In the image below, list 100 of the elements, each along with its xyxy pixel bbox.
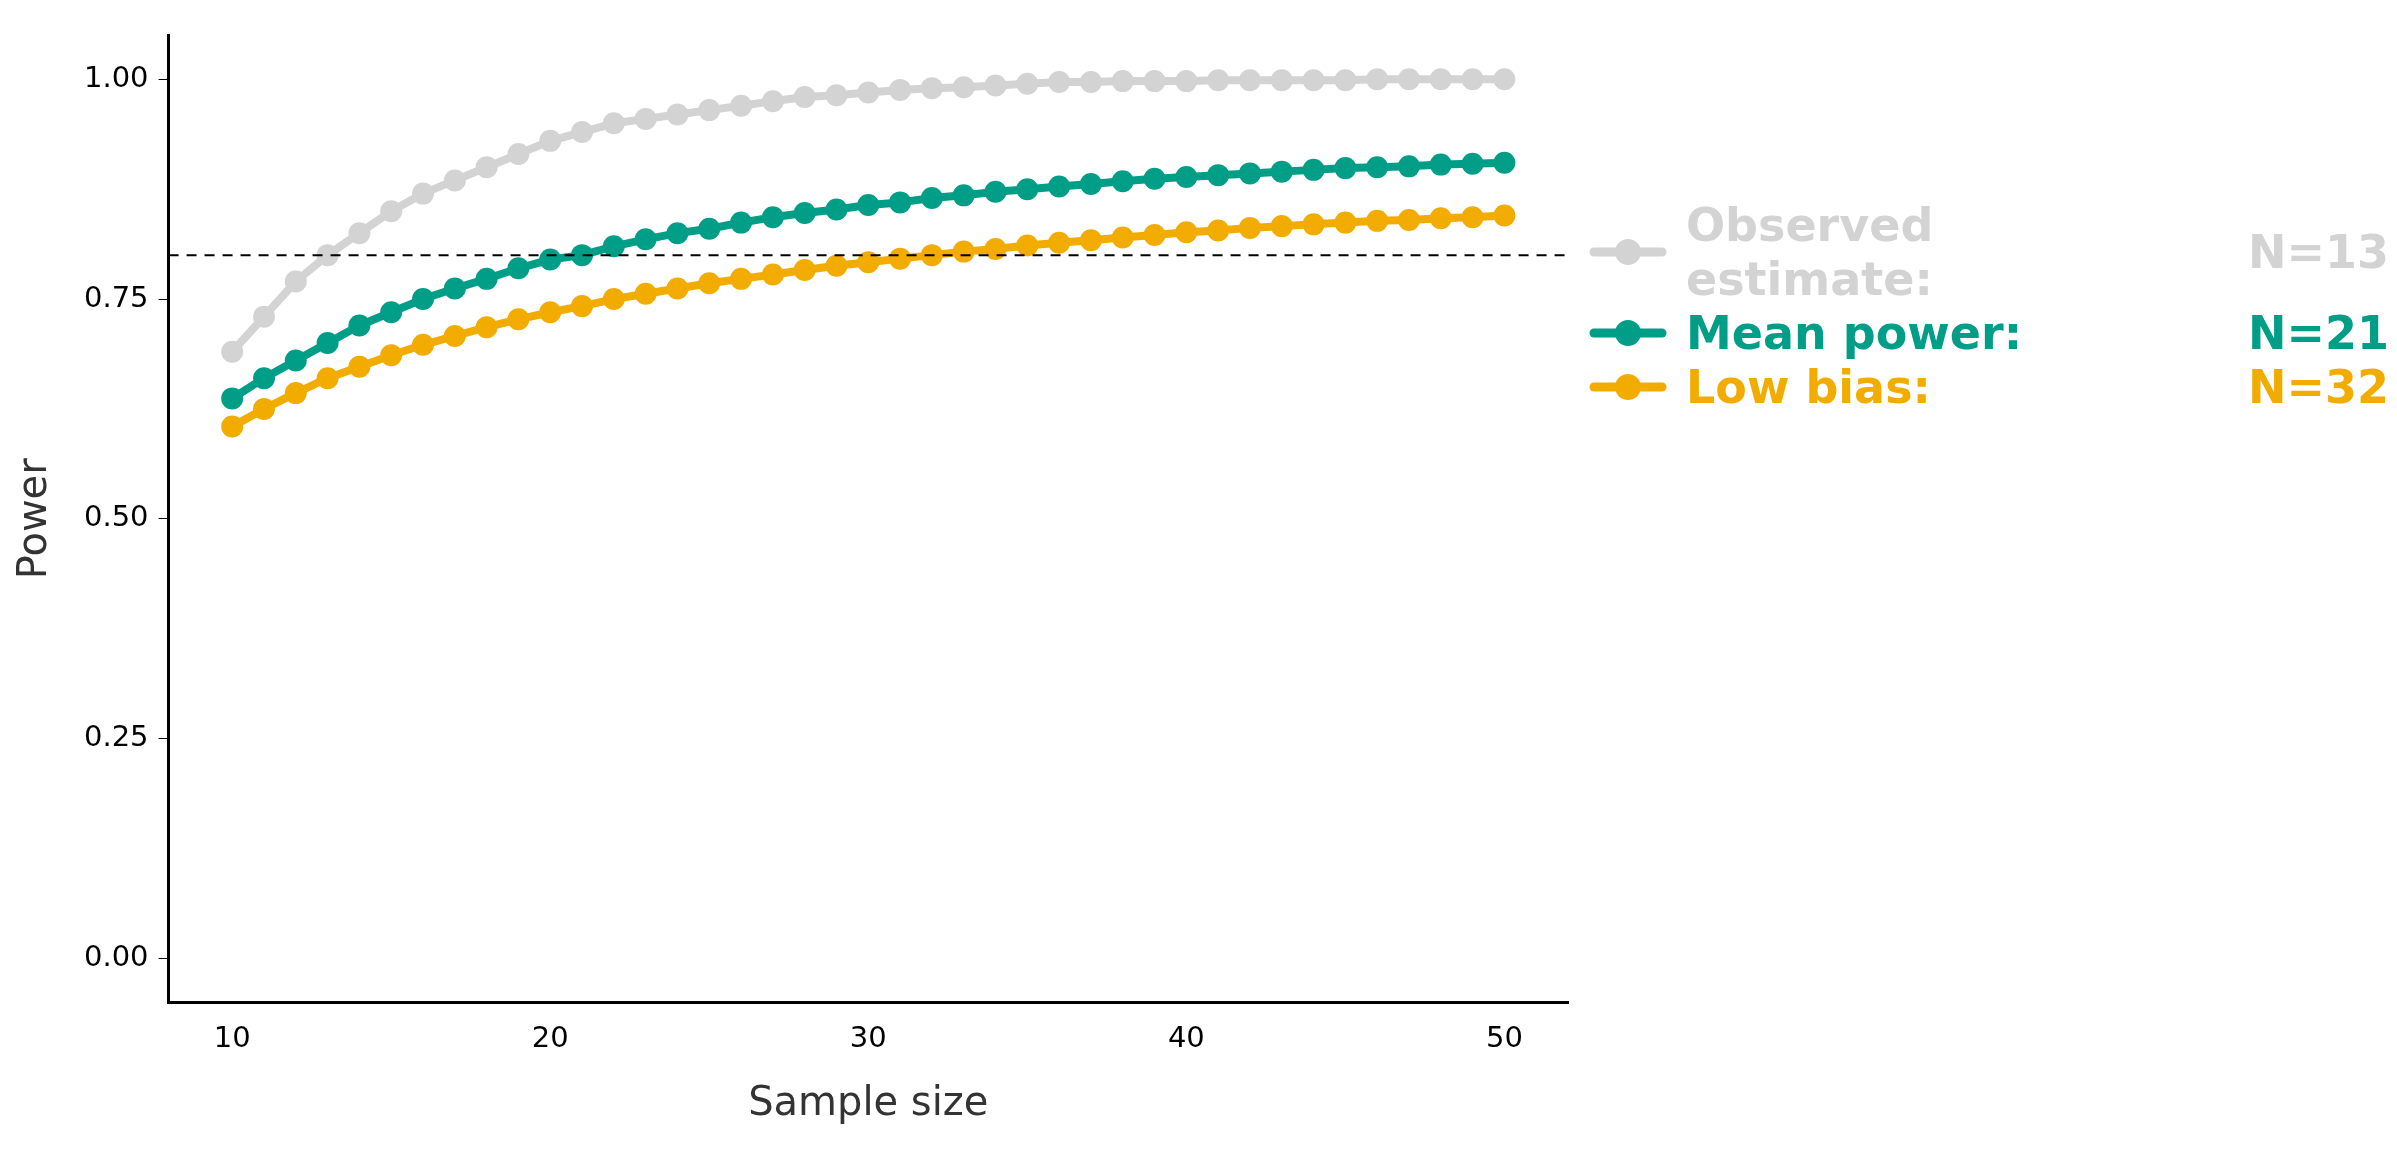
point [602, 112, 625, 135]
point [1079, 172, 1102, 195]
point [698, 217, 721, 240]
point [889, 191, 912, 214]
point [1016, 178, 1039, 201]
point [1429, 153, 1452, 176]
y-tick-label: 0.00 [83, 938, 149, 973]
point [284, 382, 307, 405]
point [1079, 70, 1102, 93]
point [1302, 69, 1325, 92]
point [1207, 164, 1230, 187]
point [316, 244, 339, 267]
point [221, 387, 244, 410]
point [348, 355, 371, 378]
point [666, 103, 689, 126]
point [1016, 234, 1039, 257]
point [602, 288, 625, 311]
point [761, 206, 784, 229]
point [634, 228, 657, 251]
point [698, 99, 721, 122]
point [1111, 170, 1134, 193]
point [1175, 165, 1198, 188]
point [1270, 215, 1293, 238]
point [1207, 219, 1230, 242]
point [1270, 160, 1293, 183]
point [412, 182, 435, 205]
point [1111, 70, 1134, 93]
point [221, 415, 244, 438]
point [1493, 204, 1516, 227]
point [1143, 70, 1166, 93]
point [1461, 206, 1484, 229]
point [634, 282, 657, 305]
point [825, 84, 848, 107]
point [1397, 208, 1420, 231]
point [252, 397, 275, 420]
point [443, 277, 466, 300]
point [1016, 72, 1039, 95]
point [1366, 68, 1389, 91]
point [602, 235, 625, 258]
point [380, 344, 403, 367]
point [634, 107, 657, 130]
point [571, 295, 594, 318]
point [1429, 207, 1452, 230]
point [475, 156, 498, 179]
point [920, 244, 943, 267]
point [316, 367, 339, 390]
point [1048, 175, 1071, 198]
point [539, 129, 562, 152]
point [1270, 69, 1293, 92]
point [666, 277, 689, 300]
point [380, 200, 403, 223]
point [730, 211, 753, 234]
point [252, 367, 275, 390]
point [1493, 68, 1516, 91]
point [889, 247, 912, 270]
point [475, 267, 498, 290]
point [380, 301, 403, 324]
point [761, 90, 784, 113]
x-axis-title: Sample size [748, 1078, 989, 1125]
point [1334, 69, 1357, 92]
point [284, 349, 307, 372]
x-tick-label: 40 [1167, 1020, 1205, 1055]
point [412, 333, 435, 356]
point [1238, 162, 1261, 185]
point [1334, 211, 1357, 234]
point [761, 263, 784, 286]
point [1493, 151, 1516, 174]
point [1461, 68, 1484, 91]
y-tick-label: 0.75 [83, 279, 149, 314]
point [475, 316, 498, 339]
point [1302, 158, 1325, 181]
point [1397, 155, 1420, 178]
point [1079, 229, 1102, 252]
y-tick-label: 0.25 [83, 719, 149, 754]
legend-label: Low bias: [1686, 360, 1932, 414]
point [1397, 68, 1420, 91]
legend-label: Mean power: [1686, 306, 2024, 360]
y-tick-label: 1.00 [83, 59, 149, 94]
point [571, 121, 594, 144]
point [793, 201, 816, 224]
text: N=32 [2247, 360, 2389, 414]
point [539, 248, 562, 271]
point [284, 270, 307, 293]
point [920, 77, 943, 100]
point [1175, 221, 1198, 244]
point [952, 240, 975, 263]
point [221, 340, 244, 363]
x-tick-label: 10 [213, 1020, 251, 1055]
point [730, 94, 753, 117]
point [889, 78, 912, 101]
point [507, 257, 530, 280]
point [443, 324, 466, 347]
point [698, 272, 721, 295]
point [952, 76, 975, 99]
point [316, 332, 339, 355]
point [857, 81, 880, 104]
x-tick-label: 20 [531, 1020, 569, 1055]
point [1111, 226, 1134, 249]
point [1143, 223, 1166, 246]
point [793, 85, 816, 108]
